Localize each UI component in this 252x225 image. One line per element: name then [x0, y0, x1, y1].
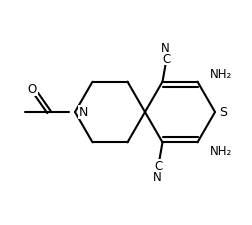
Text: N: N [79, 106, 88, 119]
Text: NH₂: NH₂ [209, 144, 232, 157]
Text: C: C [163, 52, 171, 65]
Text: O: O [28, 83, 37, 96]
Text: C: C [154, 160, 163, 173]
Text: N: N [161, 41, 170, 54]
Text: N: N [153, 171, 162, 184]
Text: S: S [219, 106, 227, 119]
Text: NH₂: NH₂ [209, 68, 232, 81]
